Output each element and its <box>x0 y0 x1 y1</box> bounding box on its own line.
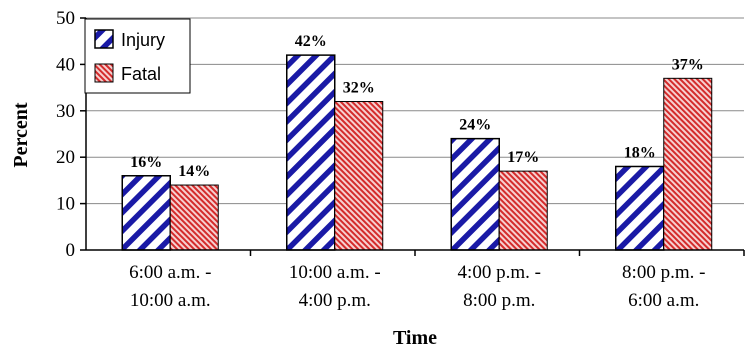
bar-fatal <box>169 184 219 251</box>
x-axis-title: Time <box>393 327 437 349</box>
x-tick-labels: 6:00 a.m. - 10:00 a.m. 10:00 a.m. - 4:00 p.… <box>129 262 705 311</box>
x-tick-label: 10:00 a.m. - <box>289 262 381 283</box>
x-tick-label: 6:00 a.m. <box>628 290 699 311</box>
y-axis-title: Percent <box>10 102 32 167</box>
y-tick-label: 30 <box>56 101 75 122</box>
legend-item-fatal: Fatal <box>94 63 161 84</box>
bars <box>121 54 713 251</box>
x-tick-label: 4:00 p.m. <box>299 290 371 311</box>
bar-injury <box>121 175 171 251</box>
x-tick-label: 10:00 a.m. <box>130 290 211 311</box>
data-label-fatal: 37% <box>672 56 704 73</box>
legend-item-injury: Injury <box>94 29 165 50</box>
y-tick-label: 10 <box>56 194 75 215</box>
legend-label-fatal: Fatal <box>121 64 161 84</box>
bar-injury <box>615 165 665 251</box>
x-tick-label: 8:00 p.m. <box>463 290 535 311</box>
data-label-injury: 24% <box>459 117 491 134</box>
data-labels: 16% 14% 42% 32% 24% 17% 18% 37% <box>130 33 704 180</box>
data-label-injury: 42% <box>295 33 327 50</box>
legend-swatch-fatal <box>94 63 114 83</box>
bar-fatal <box>663 77 713 251</box>
x-tick-label: 8:00 p.m. - <box>622 262 705 283</box>
legend: Injury Fatal <box>84 18 191 94</box>
bar-injury <box>286 54 336 251</box>
y-tick-label: 0 <box>66 240 76 261</box>
legend-label-injury: Injury <box>121 30 165 50</box>
bar-fatal <box>334 101 384 251</box>
data-label-injury: 18% <box>624 144 656 161</box>
x-tick-label: 4:00 p.m. - <box>458 262 541 283</box>
data-label-fatal: 17% <box>507 149 539 166</box>
data-label-fatal: 32% <box>343 80 375 97</box>
y-tick-label: 20 <box>56 147 75 168</box>
data-label-injury: 16% <box>130 154 162 171</box>
x-tick-label: 6:00 a.m. - <box>129 262 211 283</box>
bar-fatal <box>498 170 548 251</box>
bar-injury <box>450 137 500 251</box>
y-tick-label: 50 <box>56 8 75 29</box>
data-label-fatal: 14% <box>178 163 210 180</box>
legend-swatch-injury <box>94 29 114 49</box>
y-tick-label: 40 <box>56 54 75 75</box>
y-tick-labels: 0 10 20 30 40 50 <box>56 8 75 261</box>
